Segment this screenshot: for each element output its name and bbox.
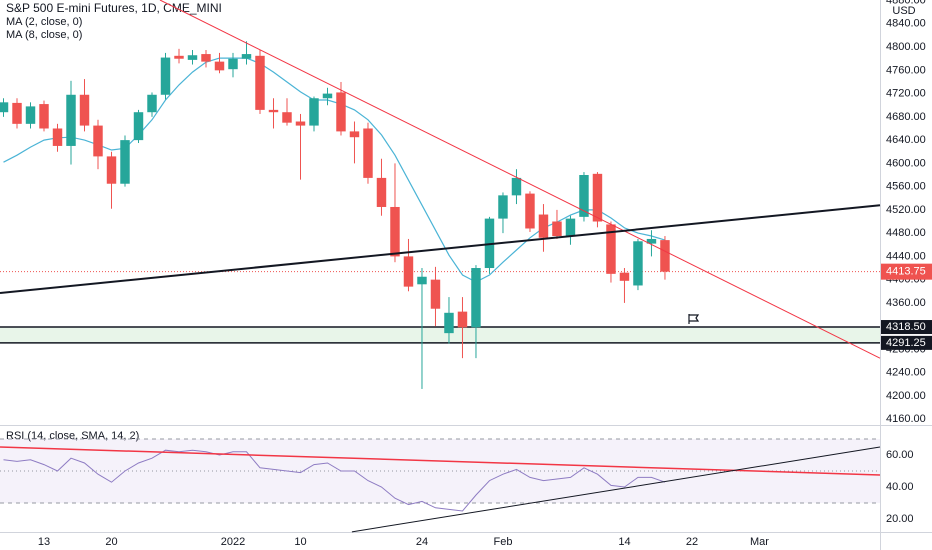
y-tick-label: 4640.00 [886, 134, 926, 146]
candle-body [376, 177, 387, 207]
candle-body [322, 93, 333, 99]
candle-body [282, 112, 292, 123]
candle-body [511, 177, 522, 196]
candle-body [579, 175, 589, 217]
candle-body [457, 311, 468, 328]
candle-body [214, 61, 225, 71]
candle-body [255, 55, 265, 110]
candle-body [12, 102, 22, 124]
candle-body [633, 241, 643, 286]
x-tick-label: 24 [416, 536, 428, 548]
candle-body [619, 272, 630, 281]
candle-body [403, 256, 414, 287]
candle-body [592, 173, 603, 222]
candle-body [228, 58, 238, 70]
indicator-label: MA (2, close, 0) [6, 16, 82, 28]
trendline [159, 0, 881, 359]
candle-body [444, 312, 454, 334]
x-tick-label: 13 [38, 536, 50, 548]
y-tick-label: 4840.00 [886, 18, 926, 30]
candle-body [606, 224, 616, 274]
candle-body [160, 57, 171, 95]
candle-body [120, 140, 130, 184]
y-tick-label: 4680.00 [886, 111, 926, 123]
candle-body [241, 54, 252, 59]
y-tick-label: 4520.00 [886, 204, 926, 216]
candle-body [201, 54, 211, 62]
y-tick-label: 4560.00 [886, 181, 926, 193]
candle-body [349, 131, 360, 138]
candle-body [39, 104, 49, 129]
candle-body [174, 55, 184, 59]
candle-body [552, 221, 562, 237]
zone-price-box [881, 335, 932, 350]
candle-body [471, 268, 481, 328]
last-price-label: 4413.75 [886, 266, 926, 278]
y-tick-label: 4880.00 [886, 0, 926, 6]
x-tick-label: Feb [493, 536, 512, 548]
y-tick-label: 4240.00 [886, 367, 926, 379]
x-tick-label: Mar [750, 536, 769, 548]
x-tick-label: 2022 [221, 536, 245, 548]
x-tick-label: 10 [294, 536, 306, 548]
y-tick-label: 4160.00 [886, 413, 926, 425]
candle-body [417, 276, 427, 285]
rsi-line [3, 449, 666, 512]
candle-body [336, 92, 346, 132]
rsi-tick-label: 40.00 [886, 481, 914, 493]
candle-body [646, 238, 657, 244]
candle-body [538, 214, 549, 238]
candle-body [79, 94, 90, 126]
zone-price-label: 4318.50 [886, 321, 926, 333]
y-tick-label: 4360.00 [886, 297, 926, 309]
y-tick-label: 4760.00 [886, 64, 926, 76]
zone [0, 327, 880, 343]
zone-price-label: 4291.25 [886, 337, 926, 349]
indicator-label: MA (8, close, 0) [6, 29, 82, 41]
candle-body [295, 121, 306, 126]
candle-body [0, 102, 9, 113]
x-tick-label: 22 [686, 536, 698, 548]
candle-body [268, 109, 279, 113]
y-tick-label: 4200.00 [886, 390, 926, 402]
y-tick-label: 4600.00 [886, 157, 926, 169]
last-price-box [881, 263, 932, 280]
rsi-tick-label: 20.00 [886, 513, 914, 525]
y-tick-label: 4800.00 [886, 41, 926, 53]
candle-body [106, 156, 117, 184]
rsi-trendline [351, 446, 881, 533]
candle-body [133, 112, 144, 141]
candle-body [498, 195, 508, 219]
x-tick-label: 20 [105, 536, 117, 548]
zone-price-box [881, 320, 932, 335]
candle-body [390, 206, 400, 257]
candle-body [309, 98, 319, 126]
flag-icon [688, 314, 700, 324]
candle-body [66, 94, 76, 146]
y-tick-label: 4720.00 [886, 88, 926, 100]
rsi-tick-label: 60.00 [886, 449, 914, 461]
y-tick-label: 4480.00 [886, 227, 926, 239]
candle-body [565, 218, 576, 237]
chart-title: S&P 500 E-mini Futures, 1D, CME_MINI [6, 1, 222, 15]
candle-body [525, 193, 535, 229]
x-tick-label: 14 [618, 536, 630, 548]
candle-body [430, 279, 441, 309]
candle-body [187, 55, 198, 60]
candle-body [93, 125, 103, 157]
currency-label: USD [892, 5, 915, 17]
candle-body [660, 240, 670, 272]
candle-body [52, 128, 63, 146]
y-tick-label: 4440.00 [886, 250, 926, 262]
candle-body [363, 128, 373, 178]
trendline [0, 204, 881, 295]
candle-body [25, 106, 36, 124]
candle-body [147, 94, 157, 113]
